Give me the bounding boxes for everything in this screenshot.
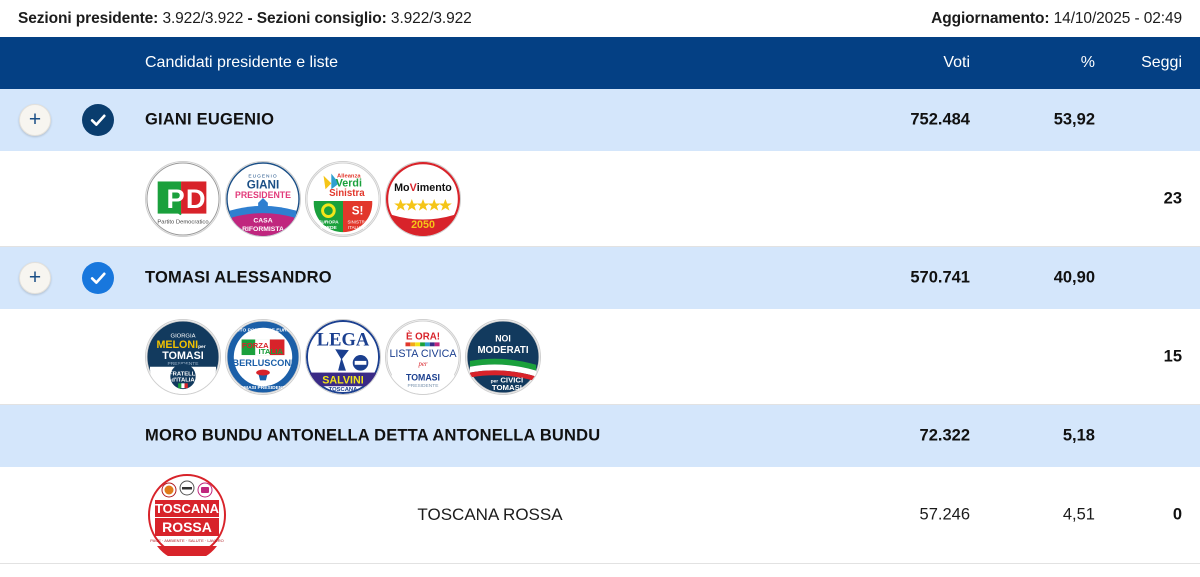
svg-text:VERDE: VERDE bbox=[320, 225, 338, 231]
sezioni-summary: Sezioni presidente: 3.922/3.922 - Sezion… bbox=[18, 10, 472, 28]
svg-text:È ORA!: È ORA! bbox=[406, 331, 440, 342]
elected-check-icon bbox=[82, 104, 114, 136]
party-logo-lista-civica[interactable]: È ORA! LISTA CIVICA per TOMASI PRESI bbox=[385, 318, 461, 395]
svg-text:TOMASI: TOMASI bbox=[492, 383, 522, 392]
svg-text:Partito Democratico: Partito Democratico bbox=[157, 219, 208, 225]
party-logo-noi-moderati[interactable]: NOI MODERATI per CIVICI TOMASI bbox=[465, 318, 541, 395]
party-logo-m5s-2050[interactable]: MoVimento 2050 bbox=[385, 160, 461, 237]
expand-button[interactable]: + bbox=[19, 262, 51, 294]
svg-text:TOSCANA: TOSCANA bbox=[155, 501, 220, 516]
svg-text:GIANI: GIANI bbox=[247, 178, 279, 191]
party-logo-pd[interactable]: P D Partito Democratico bbox=[145, 160, 221, 237]
svg-text:Verdi: Verdi bbox=[336, 177, 362, 189]
coalition-seats: 23 bbox=[1163, 189, 1182, 207]
svg-text:LEGA: LEGA bbox=[317, 330, 370, 350]
svg-text:Sinistra: Sinistra bbox=[329, 188, 365, 199]
svg-text:TOSCANA: TOSCANA bbox=[329, 387, 359, 393]
svg-text:PACE · AMBIENTE · SALUTE · LAV: PACE · AMBIENTE · SALUTE · LAVORO bbox=[150, 538, 223, 543]
svg-text:TOMASI: TOMASI bbox=[162, 349, 203, 361]
svg-text:ITALIA: ITALIA bbox=[259, 347, 284, 356]
svg-text:P: P bbox=[166, 182, 184, 213]
svg-text:SINISTRA: SINISTRA bbox=[348, 219, 368, 224]
svg-text:TOMASI: TOMASI bbox=[406, 372, 440, 382]
column-header-perc: % bbox=[1080, 54, 1095, 71]
svg-text:per: per bbox=[417, 360, 427, 367]
list-seats: 0 bbox=[1172, 505, 1182, 524]
svg-text:2050: 2050 bbox=[411, 219, 435, 231]
svg-text:MODERATI: MODERATI bbox=[477, 345, 528, 356]
svg-text:PARTITO POPOLARE EUROPEO: PARTITO POPOLARE EUROPEO bbox=[226, 327, 300, 333]
column-header-name: Candidati presidente e liste bbox=[145, 54, 339, 71]
svg-text:MoVimento: MoVimento bbox=[394, 182, 452, 194]
svg-text:Alleanza: Alleanza bbox=[337, 173, 361, 179]
svg-text:EUROPA: EUROPA bbox=[318, 219, 339, 225]
sezioni-presidente-label: Sezioni presidente: bbox=[18, 9, 159, 27]
party-logo-lega[interactable]: LEGA SALVINI TOSCANA bbox=[305, 318, 381, 395]
party-logo-forza-italia[interactable]: PARTITO POPOLARE EUROPEO FORZA ITALIA BE… bbox=[225, 318, 301, 395]
svg-text:SALVINI: SALVINI bbox=[322, 374, 363, 386]
status-bar: Sezioni presidente: 3.922/3.922 - Sezion… bbox=[0, 0, 1200, 37]
svg-text:per CIVICI: per CIVICI bbox=[491, 375, 524, 384]
candidate-votes: 752.484 bbox=[910, 110, 970, 129]
coalition-logos: GIORGIA MELONIper TOMASI PRESIDENTE FRAT… bbox=[145, 318, 541, 395]
list-name: TOSCANA ROSSA bbox=[417, 505, 563, 524]
svg-text:PRESIDENTE: PRESIDENTE bbox=[167, 360, 199, 366]
candidate-row[interactable]: + GIANI EUGENIO 752.484 53,92 bbox=[0, 89, 1200, 151]
coalition-seats: 15 bbox=[1163, 347, 1182, 365]
coalition-lists-row: GIORGIA MELONIper TOMASI PRESIDENTE FRAT… bbox=[0, 309, 1200, 405]
svg-text:d'ITALIA: d'ITALIA bbox=[171, 377, 195, 383]
table-header: Candidati presidente e liste Voti % Segg… bbox=[0, 37, 1200, 89]
plus-icon: + bbox=[28, 265, 42, 289]
candidate-name: TOMASI ALESSANDRO bbox=[145, 268, 332, 287]
party-logo-giani-casa-riformista[interactable]: EUGENIO GIANI PRESIDENTE CASA RIFORMISTA bbox=[225, 160, 301, 237]
svg-text:GIORGIA: GIORGIA bbox=[171, 333, 196, 339]
candidate-percent: 53,92 bbox=[1053, 110, 1095, 129]
party-logo-fdi[interactable]: GIORGIA MELONIper TOMASI PRESIDENTE FRAT… bbox=[145, 318, 221, 395]
party-logo-toscana-rossa[interactable]: TOSCANA ROSSA PACE · AMBIENTE · SALUTE ·… bbox=[147, 474, 227, 562]
candidate-votes: 72.322 bbox=[919, 426, 970, 445]
svg-text:MELONIper: MELONIper bbox=[156, 339, 205, 351]
svg-text:CASA: CASA bbox=[253, 217, 272, 224]
aggiornamento-value: 14/10/2025 - 02:49 bbox=[1053, 9, 1182, 27]
svg-text:NOI: NOI bbox=[495, 333, 511, 343]
candidate-row[interactable]: + TOMASI ALESSANDRO 570.741 40,90 bbox=[0, 247, 1200, 309]
svg-text:ROSSA: ROSSA bbox=[162, 519, 212, 535]
aggiornamento-label: Aggiornamento: bbox=[931, 9, 1050, 27]
expand-button[interactable]: + bbox=[19, 104, 51, 136]
svg-text:D: D bbox=[186, 182, 206, 213]
separator: - bbox=[247, 9, 253, 27]
candidate-percent: 5,18 bbox=[1062, 426, 1095, 445]
list-row[interactable]: TOSCANA ROSSA PACE · AMBIENTE · SALUTE ·… bbox=[0, 467, 1200, 564]
candidate-percent: 40,90 bbox=[1053, 268, 1095, 287]
column-header-seggi: Seggi bbox=[1141, 54, 1182, 71]
aggiornamento: Aggiornamento: 14/10/2025 - 02:49 bbox=[931, 10, 1182, 28]
sezioni-consiglio-label: Sezioni consiglio: bbox=[256, 9, 387, 27]
candidate-votes: 570.741 bbox=[910, 268, 970, 287]
party-logo-avs[interactable]: Alleanza Verdi Sinistra EUROPA VERDE S! … bbox=[305, 160, 381, 237]
svg-text:ITALIANA: ITALIANA bbox=[348, 225, 367, 230]
svg-text:FORZA: FORZA bbox=[242, 341, 269, 350]
candidate-row[interactable]: MORO BUNDU ANTONELLA DETTA ANTONELLA BUN… bbox=[0, 405, 1200, 467]
svg-text:LISTA CIVICA: LISTA CIVICA bbox=[389, 348, 457, 360]
elected-check-icon bbox=[82, 262, 114, 294]
coalition-logos: P D Partito Democratico EUGENIO GIANI PR… bbox=[145, 160, 461, 237]
svg-text:S!: S! bbox=[352, 204, 364, 217]
svg-text:FRATELLI: FRATELLI bbox=[169, 371, 197, 377]
plus-icon: + bbox=[28, 107, 42, 131]
sezioni-consiglio-value: 3.922/3.922 bbox=[390, 9, 472, 27]
column-header-voti: Voti bbox=[943, 54, 970, 71]
svg-text:PRESIDENTE: PRESIDENTE bbox=[407, 383, 439, 389]
svg-text:RIFORMISTA: RIFORMISTA bbox=[242, 226, 284, 233]
svg-text:EUGENIO: EUGENIO bbox=[248, 173, 277, 179]
coalition-lists-row: P D Partito Democratico EUGENIO GIANI PR… bbox=[0, 151, 1200, 247]
svg-text:BERLUSCONI: BERLUSCONI bbox=[232, 357, 293, 367]
candidate-name: GIANI EUGENIO bbox=[145, 110, 275, 129]
svg-text:PRESIDENTE: PRESIDENTE bbox=[235, 190, 291, 200]
list-percent: 4,51 bbox=[1062, 505, 1095, 524]
sezioni-presidente-value: 3.922/3.922 bbox=[162, 9, 244, 27]
list-votes: 57.246 bbox=[919, 505, 970, 524]
candidate-name: MORO BUNDU ANTONELLA DETTA ANTONELLA BUN… bbox=[145, 426, 601, 445]
svg-text:TOMASI PRESIDENTE: TOMASI PRESIDENTE bbox=[237, 385, 289, 391]
